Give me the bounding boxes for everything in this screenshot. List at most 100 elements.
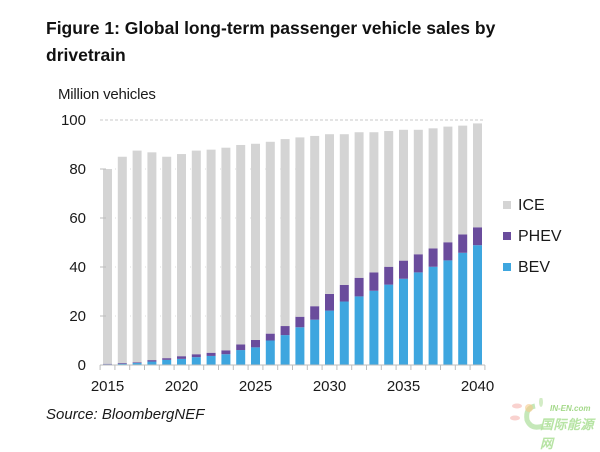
bar-ice-2020: [177, 154, 186, 356]
bar-ice-2019: [162, 157, 171, 358]
bar-bev-2024: [236, 350, 245, 365]
bar-bev-2030: [325, 311, 334, 365]
bar-phev-2021: [192, 354, 201, 357]
y-tick-label: 40: [69, 259, 86, 276]
legend-swatch: [503, 263, 511, 271]
x-tick-label: 2020: [165, 378, 198, 395]
bar-ice-2023: [221, 148, 230, 351]
y-tick-label: 60: [69, 210, 86, 227]
bar-phev-2026: [266, 334, 275, 341]
bar-stack-2018: [147, 152, 156, 365]
bar-phev-2023: [221, 350, 230, 354]
bar-ice-2024: [236, 145, 245, 344]
legend-label: BEV: [518, 259, 550, 276]
bar-bev-2025: [251, 347, 260, 365]
bar-ice-2031: [340, 134, 349, 285]
bar-phev-2036: [414, 254, 423, 272]
bar-stack-2019: [162, 157, 171, 365]
x-tick-label: 2040: [461, 378, 494, 395]
bar-phev-2030: [325, 294, 334, 311]
bar-bev-2040: [473, 245, 482, 365]
y-tick-label: 80: [69, 161, 86, 178]
bar-bev-2022: [207, 356, 216, 365]
legend-swatch: [503, 232, 511, 240]
bar-phev-2038: [443, 242, 452, 260]
bar-ice-2029: [310, 136, 319, 306]
bar-bev-2018: [147, 362, 156, 365]
bar-bev-2021: [192, 357, 201, 365]
bar-stack-2021: [192, 151, 201, 365]
bar-ice-2022: [207, 150, 216, 353]
x-tick-label: 2035: [387, 378, 420, 395]
bar-bev-2039: [458, 253, 467, 365]
bar-bev-2037: [429, 267, 438, 365]
x-tick-label: 2030: [313, 378, 346, 395]
y-tick-label: 20: [69, 308, 86, 325]
x-tick-label: 2025: [239, 378, 272, 395]
bar-stack-2023: [221, 148, 230, 365]
bar-stack-2033: [369, 132, 378, 365]
bar-bev-2026: [266, 341, 275, 366]
bar-ice-2032: [355, 132, 364, 278]
legend-label: PHEV: [518, 228, 562, 245]
bar-bev-2028: [295, 327, 304, 365]
bar-phev-2020: [177, 356, 186, 359]
bar-bev-2027: [281, 335, 290, 365]
bar-stack-2039: [458, 126, 467, 365]
bar-phev-2032: [355, 278, 364, 297]
bar-stack-2036: [414, 130, 423, 365]
bar-stack-2034: [384, 131, 393, 365]
bar-stack-2025: [251, 144, 260, 365]
bar-ice-2026: [266, 142, 275, 334]
bar-ice-2027: [281, 139, 290, 326]
bar-stack-2026: [266, 142, 275, 365]
bar-phev-2022: [207, 353, 216, 356]
bar-stack-2037: [429, 128, 438, 365]
bar-stack-2024: [236, 145, 245, 365]
bar-phev-2037: [429, 248, 438, 266]
legend-label: ICE: [518, 197, 545, 214]
bar-stack-2038: [443, 127, 452, 365]
bar-phev-2019: [162, 358, 171, 360]
bar-bev-2032: [355, 296, 364, 365]
bar-stack-2029: [310, 136, 319, 365]
bar-bev-2023: [221, 354, 230, 365]
legend: ICE PHEV BEV: [503, 197, 562, 276]
legend-item-bev: BEV: [503, 259, 550, 276]
bar-ice-2039: [458, 126, 467, 235]
bar-phev-2039: [458, 234, 467, 252]
legend-item-phev: PHEV: [503, 228, 562, 245]
bar-phev-2016: [118, 363, 127, 364]
bar-phev-2018: [147, 360, 156, 361]
bar-bev-2035: [399, 279, 408, 365]
bar-phev-2017: [133, 362, 142, 363]
bar-bev-2019: [162, 360, 171, 365]
bar-ice-2015: [103, 169, 112, 364]
bar-ice-2021: [192, 151, 201, 355]
bar-ice-2034: [384, 131, 393, 267]
legend-swatch: [503, 201, 511, 209]
bar-phev-2024: [236, 344, 245, 350]
bar-ice-2025: [251, 144, 260, 340]
bar-stack-2031: [340, 134, 349, 365]
x-tick-label: 2015: [91, 378, 124, 395]
watermark-text-cn: 国际能源网: [540, 414, 600, 452]
bar-stack-2016: [118, 157, 127, 365]
bar-ice-2030: [325, 134, 334, 294]
bar-phev-2033: [369, 272, 378, 290]
bar-bev-2034: [384, 285, 393, 365]
bar-stack-2030: [325, 134, 334, 365]
bar-stack-2020: [177, 154, 186, 365]
bar-bev-2033: [369, 291, 378, 365]
bar-bev-2020: [177, 359, 186, 365]
x-tick-labels: 2015 2020 2025 2030 2035 2040: [91, 378, 494, 395]
bar-ice-2028: [295, 137, 304, 316]
bar-ice-2038: [443, 127, 452, 243]
bar-ice-2016: [118, 157, 127, 363]
bar-bev-2038: [443, 260, 452, 365]
bar-ice-2017: [133, 151, 142, 363]
source-note: Source: BloombergNEF: [46, 406, 204, 423]
bar-phev-2025: [251, 340, 260, 347]
